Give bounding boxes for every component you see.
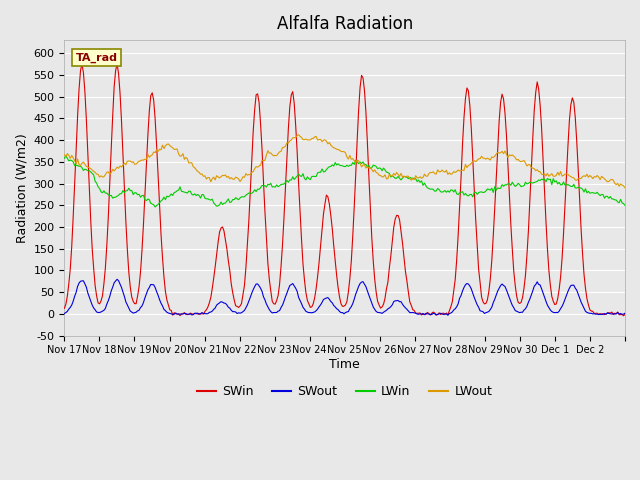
- Legend: SWin, SWout, LWin, LWout: SWin, SWout, LWin, LWout: [192, 380, 497, 403]
- X-axis label: Time: Time: [330, 358, 360, 371]
- Text: TA_rad: TA_rad: [76, 53, 118, 63]
- Title: Alfalfa Radiation: Alfalfa Radiation: [276, 15, 413, 33]
- Y-axis label: Radiation (W/m2): Radiation (W/m2): [15, 133, 28, 243]
